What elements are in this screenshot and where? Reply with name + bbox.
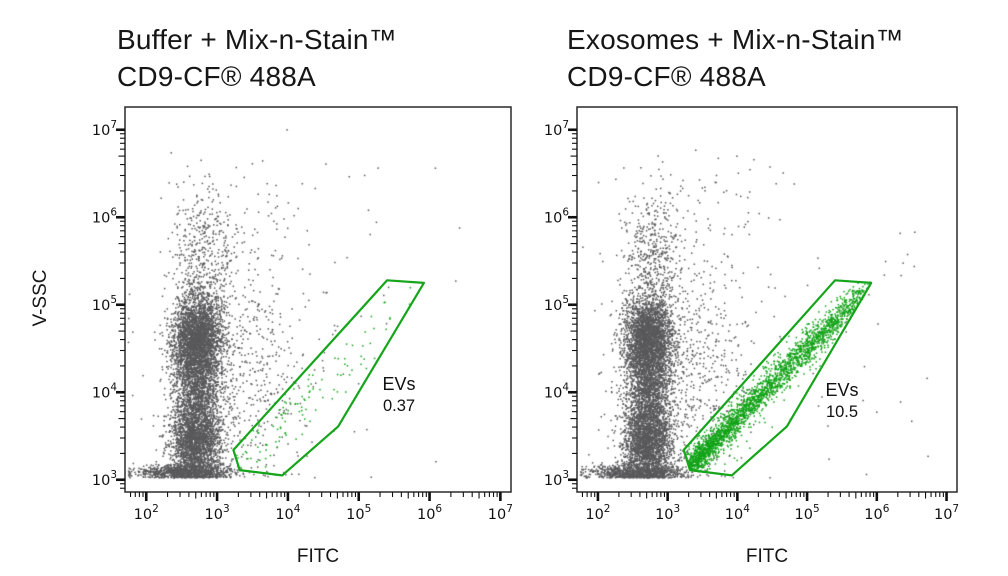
gate-label-exosomes: EVs xyxy=(825,380,859,400)
gate-percent-exosomes: 10.5 xyxy=(825,403,859,421)
y-axis-label: V-SSC xyxy=(30,269,51,327)
panel-title-exosomes-line1: Exosomes + Mix-n-Stain™ xyxy=(567,24,904,55)
panel-title-buffer: Buffer + Mix-n-Stain™ CD9-CF® 488A xyxy=(117,21,397,95)
svg-text:105: 105 xyxy=(346,503,371,523)
gate-percent-buffer: 0.37 xyxy=(382,397,416,415)
panel-title-exosomes: Exosomes + Mix-n-Stain™ CD9-CF® 488A xyxy=(567,21,904,95)
scatter-canvas-exosomes xyxy=(577,107,957,492)
svg-text:104: 104 xyxy=(725,503,750,523)
svg-text:107: 107 xyxy=(92,119,117,139)
svg-text:104: 104 xyxy=(275,503,300,523)
svg-text:102: 102 xyxy=(585,503,610,523)
x-axis-label-buffer: FITC xyxy=(296,546,340,567)
svg-text:105: 105 xyxy=(544,294,569,314)
svg-text:103: 103 xyxy=(655,503,680,523)
svg-text:104: 104 xyxy=(92,381,117,401)
scatter-canvas-buffer xyxy=(125,107,511,492)
svg-text:106: 106 xyxy=(544,206,569,226)
svg-text:106: 106 xyxy=(92,206,117,226)
svg-text:104: 104 xyxy=(544,381,569,401)
svg-text:103: 103 xyxy=(92,469,117,489)
x-axis-label-exosomes: FITC xyxy=(745,546,789,567)
svg-text:102: 102 xyxy=(134,503,159,523)
svg-text:107: 107 xyxy=(544,119,569,139)
svg-text:103: 103 xyxy=(205,503,230,523)
svg-text:105: 105 xyxy=(92,294,117,314)
panel-title-buffer-line1: Buffer + Mix-n-Stain™ xyxy=(117,24,397,55)
svg-text:106: 106 xyxy=(417,503,442,523)
panel-title-buffer-line2: CD9-CF® 488A xyxy=(117,61,316,92)
svg-text:105: 105 xyxy=(795,503,820,523)
svg-text:107: 107 xyxy=(934,503,959,523)
gate-label-buffer: EVs xyxy=(382,374,416,394)
svg-text:106: 106 xyxy=(864,503,889,523)
panel-title-exosomes-line2: CD9-CF® 488A xyxy=(567,61,766,92)
svg-text:107: 107 xyxy=(488,503,513,523)
svg-text:103: 103 xyxy=(544,469,569,489)
